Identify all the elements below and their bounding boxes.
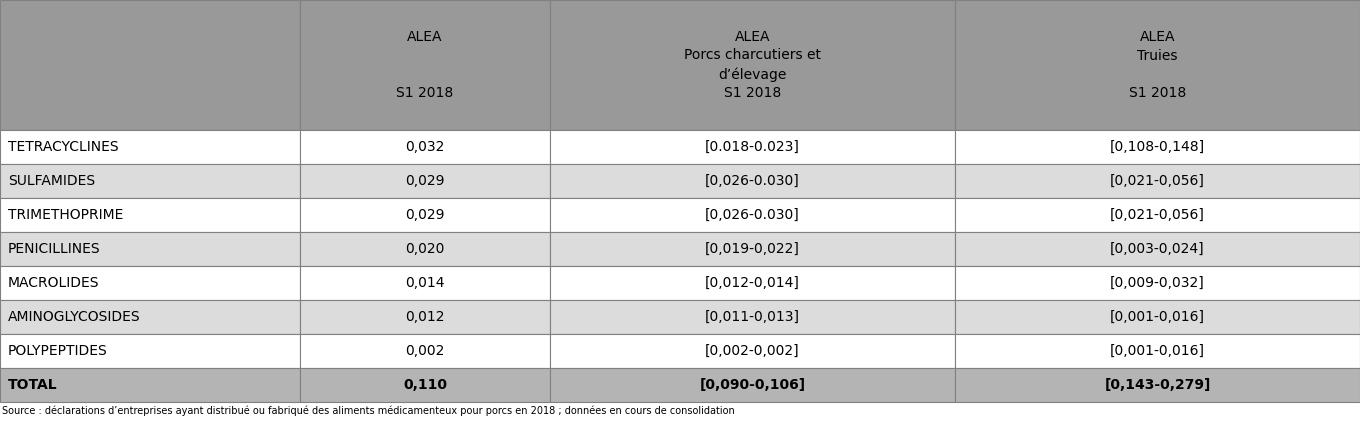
Text: TRIMETHOPRIME: TRIMETHOPRIME [8, 208, 124, 222]
Text: TETRACYCLINES: TETRACYCLINES [8, 140, 118, 154]
Text: [0,002-0,002]: [0,002-0,002] [706, 344, 800, 358]
Bar [301, 130, 549, 164]
Bar [301, 198, 549, 232]
Bar [955, 164, 1360, 198]
Text: ALEA


S1 2018: ALEA S1 2018 [396, 30, 454, 99]
Bar [301, 0, 549, 130]
Text: [0,019-0,022]: [0,019-0,022] [704, 242, 800, 256]
Text: [0,143-0,279]: [0,143-0,279] [1104, 378, 1210, 392]
Text: [0,001-0,016]: [0,001-0,016] [1110, 310, 1205, 324]
Text: SULFAMIDES: SULFAMIDES [8, 174, 95, 188]
Text: ALEA
Truies

S1 2018: ALEA Truies S1 2018 [1129, 30, 1186, 99]
Bar [0, 232, 301, 266]
Text: AMINOGLYCOSIDES: AMINOGLYCOSIDES [8, 310, 140, 324]
Text: [0,021-0,056]: [0,021-0,056] [1110, 174, 1205, 188]
Text: TOTAL: TOTAL [8, 378, 57, 392]
Text: [0,009-0,032]: [0,009-0,032] [1110, 276, 1205, 290]
Bar [0, 198, 301, 232]
Text: [0,090-0,106]: [0,090-0,106] [699, 378, 805, 392]
Text: 0,012: 0,012 [405, 310, 445, 324]
Bar [955, 0, 1360, 130]
Bar [549, 164, 955, 198]
Text: [0,026-0.030]: [0,026-0.030] [704, 208, 800, 222]
Text: [0,021-0,056]: [0,021-0,056] [1110, 208, 1205, 222]
Text: ALEA
Porcs charcutiers et
d’élevage
S1 2018: ALEA Porcs charcutiers et d’élevage S1 2… [684, 30, 821, 100]
Bar [955, 300, 1360, 334]
Bar [301, 300, 549, 334]
Text: 0,029: 0,029 [405, 174, 445, 188]
Text: [0,108-0,148]: [0,108-0,148] [1110, 140, 1205, 154]
Bar [955, 266, 1360, 300]
Bar [0, 0, 301, 130]
Bar [301, 334, 549, 368]
Bar [549, 266, 955, 300]
Bar [955, 232, 1360, 266]
Text: [0,011-0,013]: [0,011-0,013] [704, 310, 800, 324]
Bar [549, 130, 955, 164]
Text: 0,029: 0,029 [405, 208, 445, 222]
Bar [549, 232, 955, 266]
Text: 0,002: 0,002 [405, 344, 445, 358]
Bar [549, 334, 955, 368]
Text: [0,012-0,014]: [0,012-0,014] [704, 276, 800, 290]
Bar [301, 232, 549, 266]
Bar [0, 130, 301, 164]
Text: Source : déclarations d’entreprises ayant distribué ou fabriqué des aliments méd: Source : déclarations d’entreprises ayan… [1, 406, 734, 416]
Bar [549, 300, 955, 334]
Bar [301, 164, 549, 198]
Text: [0,003-0,024]: [0,003-0,024] [1110, 242, 1205, 256]
Text: [0,001-0,016]: [0,001-0,016] [1110, 344, 1205, 358]
Bar [0, 266, 301, 300]
Bar [955, 130, 1360, 164]
Bar [301, 368, 549, 402]
Text: PENICILLINES: PENICILLINES [8, 242, 101, 256]
Text: 0,014: 0,014 [405, 276, 445, 290]
Bar [301, 266, 549, 300]
Bar [0, 368, 301, 402]
Bar [0, 164, 301, 198]
Bar [549, 368, 955, 402]
Bar [955, 368, 1360, 402]
Bar [549, 198, 955, 232]
Bar [549, 0, 955, 130]
Text: 0,110: 0,110 [403, 378, 447, 392]
Text: [0.018-0.023]: [0.018-0.023] [704, 140, 800, 154]
Text: [0,026-0.030]: [0,026-0.030] [704, 174, 800, 188]
Bar [955, 198, 1360, 232]
Text: POLYPEPTIDES: POLYPEPTIDES [8, 344, 107, 358]
Text: 0,020: 0,020 [405, 242, 445, 256]
Text: MACROLIDES: MACROLIDES [8, 276, 99, 290]
Text: 0,032: 0,032 [405, 140, 445, 154]
Bar [0, 334, 301, 368]
Bar [0, 300, 301, 334]
Bar [955, 334, 1360, 368]
